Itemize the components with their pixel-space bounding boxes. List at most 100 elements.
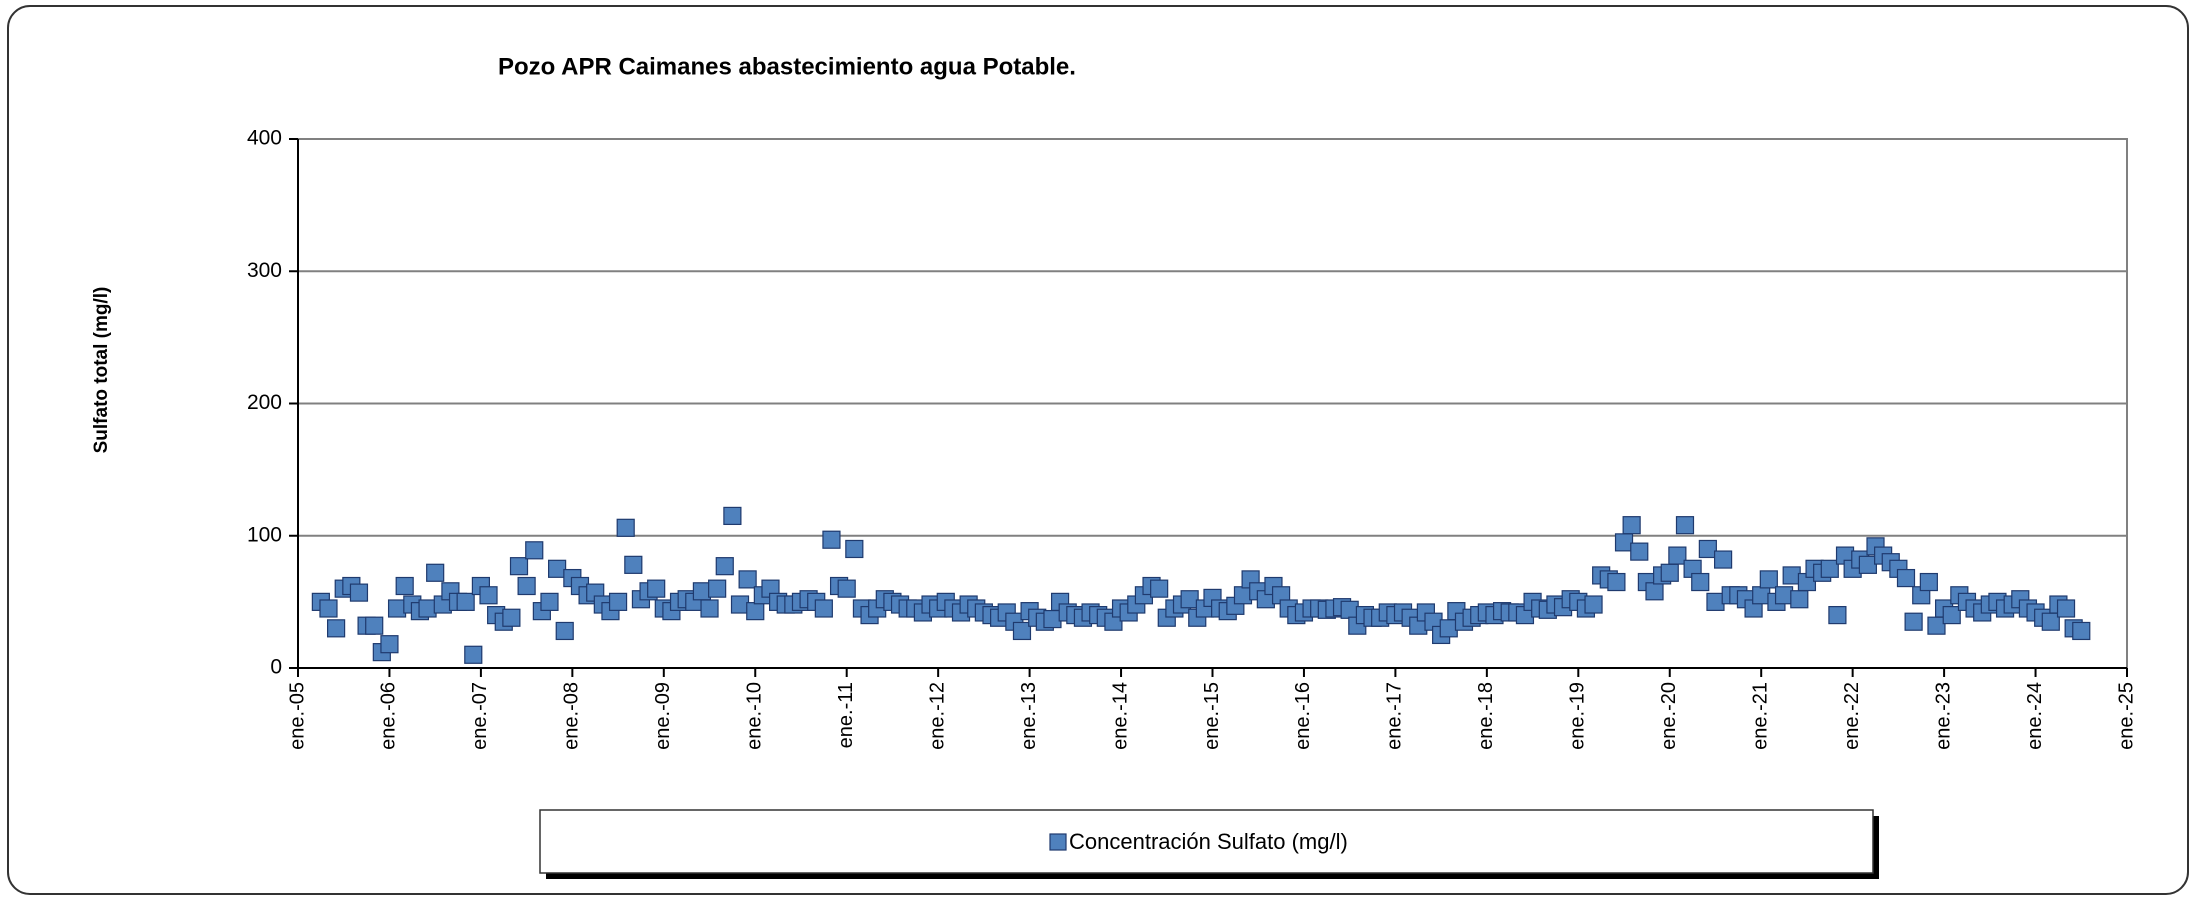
data-point	[1752, 586, 1771, 605]
x-tick-label: ene.-22	[1841, 682, 1863, 750]
data-point	[1927, 616, 1946, 635]
data-point	[327, 619, 346, 638]
data-point	[548, 559, 567, 578]
data-point	[845, 539, 864, 559]
data-point	[1904, 612, 1923, 631]
data-point	[1043, 609, 1062, 629]
data-point	[708, 579, 727, 598]
data-point	[1622, 516, 1641, 535]
data-point	[1790, 590, 1809, 609]
data-point	[692, 582, 712, 601]
data-point	[1675, 516, 1695, 535]
data-point	[349, 583, 369, 602]
x-tick-label: ene.-24	[2024, 682, 2046, 750]
data-point	[1774, 586, 1794, 605]
data-point	[1584, 595, 1603, 614]
x-tick-label: ene.-18	[1475, 682, 1497, 750]
x-tick-label: ene.-10	[744, 682, 766, 750]
data-point	[2056, 599, 2076, 618]
data-point	[1607, 572, 1626, 592]
data-point	[479, 586, 498, 605]
x-tick-label: ene.-11	[835, 682, 857, 748]
data-point	[700, 599, 719, 618]
data-point	[616, 518, 635, 537]
y-axis-label: Sulfato total (mg/l)	[91, 287, 112, 454]
legend-label: Concentración Sulfato (mg/l)	[1069, 829, 1348, 854]
data-point	[380, 635, 399, 654]
x-tick-label: ene.-23	[1932, 682, 1954, 750]
y-tick-label: 100	[247, 523, 282, 546]
data-point	[387, 599, 407, 618]
data-point	[822, 530, 841, 549]
data-point	[464, 645, 483, 664]
data-point	[1180, 590, 1199, 609]
x-tick-label: ene.-14	[1109, 682, 1131, 750]
data-point	[1820, 559, 1839, 578]
data-point	[1919, 572, 1938, 592]
data-point	[1691, 572, 1710, 592]
data-point	[1698, 539, 1717, 559]
y-tick-label: 200	[247, 391, 282, 414]
x-tick-label: ene.-25	[2115, 682, 2137, 750]
data-point	[1439, 619, 1458, 638]
data-point	[319, 599, 338, 618]
data-point	[525, 541, 544, 560]
data-point	[624, 555, 643, 574]
data-point	[1828, 605, 1847, 625]
data-point	[1233, 586, 1253, 605]
data-point	[395, 576, 414, 596]
data-point	[2041, 612, 2060, 631]
y-tick-label: 400	[247, 127, 282, 150]
data-point	[1660, 563, 1679, 582]
data-point	[1645, 582, 1664, 601]
data-point	[2072, 621, 2091, 641]
data-point	[540, 592, 559, 611]
x-tick-label: ene.-09	[652, 682, 674, 750]
x-tick-label: ene.-20	[1658, 682, 1680, 750]
data-point	[738, 570, 757, 589]
x-tick-label: ene.-16	[1292, 682, 1314, 750]
x-tick-label: ene.-08	[561, 682, 583, 750]
data-point	[1614, 533, 1634, 552]
x-tick-label: ene.-06	[378, 682, 400, 750]
x-tick-label: ene.-21	[1749, 682, 1771, 750]
data-point	[1706, 592, 1725, 611]
data-point	[608, 592, 628, 611]
data-point	[723, 506, 742, 526]
chart-title: Pozo APR Caimanes abastecimiento agua Po…	[498, 53, 1076, 80]
data-point	[1630, 542, 1649, 561]
data-point	[426, 563, 445, 582]
legend-box	[539, 809, 1874, 874]
x-tick-label: ene.-13	[1018, 682, 1040, 750]
data-point	[1150, 579, 1169, 598]
data-point	[1713, 550, 1733, 569]
data-point	[502, 608, 521, 627]
data-point	[814, 599, 833, 618]
data-point	[365, 616, 384, 635]
data-point	[730, 595, 750, 614]
data-point	[1340, 600, 1359, 619]
data-point	[509, 557, 529, 576]
data-point	[1896, 568, 1916, 588]
x-tick-label: ene.-05	[286, 682, 308, 750]
x-tick-label: ene.-07	[469, 682, 491, 750]
data-point	[517, 576, 536, 596]
x-tick-label: ene.-12	[926, 682, 948, 750]
data-point	[456, 592, 475, 611]
legend-swatch	[1049, 833, 1067, 851]
data-point	[1782, 566, 1801, 585]
data-point	[837, 579, 856, 598]
x-tick-label: ene.-19	[1567, 682, 1589, 750]
y-tick-label: 0	[270, 656, 282, 679]
data-point	[715, 557, 734, 576]
data-point	[647, 579, 666, 598]
data-point	[1012, 621, 1032, 641]
data-point	[1858, 555, 1877, 574]
data-point	[1942, 605, 1961, 625]
data-point	[418, 599, 437, 618]
x-tick-label: ene.-17	[1384, 682, 1406, 750]
data-point	[555, 621, 574, 641]
data-point	[746, 602, 765, 621]
x-tick-label: ene.-15	[1201, 682, 1223, 750]
